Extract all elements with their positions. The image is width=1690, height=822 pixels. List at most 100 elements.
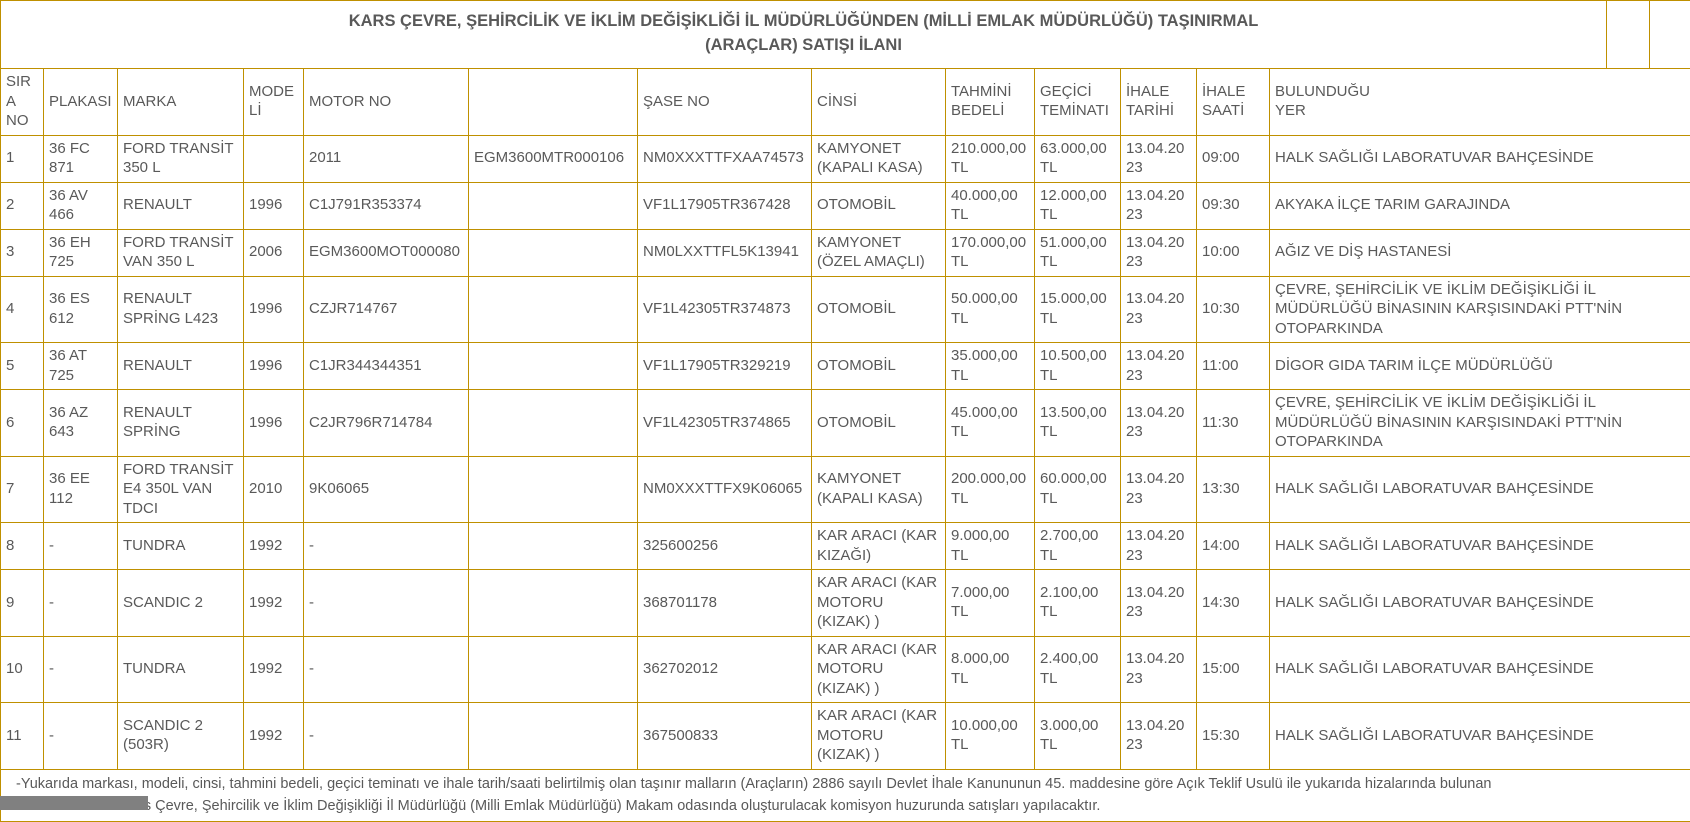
column-header-bulundugu-yer: BULUNDUĞU YER [1270, 69, 1690, 136]
cell-motor-no: C1J791R353374 [304, 182, 469, 229]
cell-marka: FORD TRANSİT E4 350L VAN TDCI [118, 456, 244, 523]
cell-gecici-teminati: 2.700,00 TL [1035, 523, 1121, 570]
column-header-marka: MARKA [118, 69, 244, 136]
cell-cinsi: OTOMOBİL [812, 276, 946, 343]
cell-motor-no: - [304, 703, 469, 770]
cell-motor-no: 9K06065 [304, 456, 469, 523]
title-row: KARS ÇEVRE, ŞEHİRCİLİK VE İKLİM DEĞİŞİKL… [1, 1, 1690, 69]
cell-ihale-tarihi: 13.04.2023 [1121, 570, 1197, 637]
cell-motor-no: EGM3600MOT000080 [304, 229, 469, 276]
cell-bulundugu-yer: ÇEVRE, ŞEHİRCİLİK VE İKLİM DEĞİŞİKLİĞİ İ… [1270, 276, 1690, 343]
cell-extra [469, 456, 638, 523]
cell-ihale-saati: 10:30 [1197, 276, 1270, 343]
cell-ihale-tarihi: 13.04.2023 [1121, 343, 1197, 390]
cell-gecici-teminati: 12.000,00 TL [1035, 182, 1121, 229]
cell-ihale-tarihi: 13.04.2023 [1121, 456, 1197, 523]
cell-modeli: 1992 [244, 570, 304, 637]
cell-sase-no: NM0LXXTTFL5K13941 [638, 229, 812, 276]
cell-cinsi: KAR ARACI (KAR KIZAĞI) [812, 523, 946, 570]
cell-sase-no: 362702012 [638, 636, 812, 703]
cell-ihale-saati: 13:30 [1197, 456, 1270, 523]
cell-modeli: 2010 [244, 456, 304, 523]
column-header-ihale-saati: İHALE SAATİ [1197, 69, 1270, 136]
cell-extra [469, 570, 638, 637]
cell-extra [469, 229, 638, 276]
cell-sira-no: 2 [1, 182, 44, 229]
cell-cinsi: KAMYONET (KAPALI KASA) [812, 135, 946, 182]
cell-gecici-teminati: 63.000,00 TL [1035, 135, 1121, 182]
cell-ihale-tarihi: 13.04.2023 [1121, 636, 1197, 703]
cell-plakasi: - [44, 523, 118, 570]
cell-motor-no: CZJR714767 [304, 276, 469, 343]
cell-bulundugu-yer: AĞIZ VE DİŞ HASTANESİ [1270, 229, 1690, 276]
cell-sase-no: VF1L42305TR374865 [638, 390, 812, 457]
table-row: 6 36 AZ 643 RENAULT SPRİNG 1996 C2JR796R… [1, 390, 1690, 457]
cell-bulundugu-yer: AKYAKA İLÇE TARIM GARAJINDA [1270, 182, 1690, 229]
cell-bulundugu-yer: HALK SAĞLIĞI LABORATUVAR BAHÇESİNDE [1270, 135, 1690, 182]
cell-plakasi: - [44, 570, 118, 637]
cell-ihale-tarihi: 13.04.2023 [1121, 703, 1197, 770]
cell-modeli: 2006 [244, 229, 304, 276]
cell-plakasi: 36 AV 466 [44, 182, 118, 229]
column-header-tahmini-bedeli-l1: TAHMİNİ [951, 83, 1012, 100]
title-spacer-cell-2 [1650, 1, 1690, 69]
cell-modeli: 1992 [244, 523, 304, 570]
cell-gecici-teminati: 15.000,00 TL [1035, 276, 1121, 343]
cell-modeli: 1992 [244, 703, 304, 770]
cell-bulundugu-yer: ÇEVRE, ŞEHİRCİLİK VE İKLİM DEĞİŞİKLİĞİ İ… [1270, 390, 1690, 457]
cell-tahmini-bedeli: 8.000,00 TL [946, 636, 1035, 703]
table-header-row: SIRA NO PLAKASI MARKA MODELİ MOTOR NO ŞA… [1, 69, 1690, 136]
cell-motor-no: - [304, 636, 469, 703]
cell-ihale-saati: 09:00 [1197, 135, 1270, 182]
title-spacer-cell-1 [1607, 1, 1650, 69]
cell-ihale-saati: 10:00 [1197, 229, 1270, 276]
cell-marka: RENAULT SPRİNG [118, 390, 244, 457]
cell-motor-no: - [304, 570, 469, 637]
cell-marka: SCANDIC 2 (503R) [118, 703, 244, 770]
table-row: 5 36 AT 725 RENAULT 1996 C1JR344344351 V… [1, 343, 1690, 390]
column-header-motor-no: MOTOR NO [304, 69, 469, 136]
cell-ihale-tarihi: 13.04.2023 [1121, 182, 1197, 229]
column-header-ihale-saati-l1: İHALE [1202, 83, 1245, 100]
cell-plakasi: - [44, 703, 118, 770]
cell-marka: FORD TRANSİT VAN 350 L [118, 229, 244, 276]
cell-tahmini-bedeli: 210.000,00 TL [946, 135, 1035, 182]
column-header-plakasi: PLAKASI [44, 69, 118, 136]
cell-tahmini-bedeli: 170.000,00 TL [946, 229, 1035, 276]
cell-tahmini-bedeli: 35.000,00 TL [946, 343, 1035, 390]
column-header-gecici-teminati: GEÇİCİ TEMİNATI [1035, 69, 1121, 136]
table-row: 8 - TUNDRA 1992 - 325600256 KAR ARACI (K… [1, 523, 1690, 570]
column-header-modeli: MODELİ [244, 69, 304, 136]
cell-modeli: 1996 [244, 182, 304, 229]
page-title: KARS ÇEVRE, ŞEHİRCİLİK VE İKLİM DEĞİŞİKL… [1, 1, 1607, 69]
cell-ihale-tarihi: 13.04.2023 [1121, 135, 1197, 182]
cell-modeli: 1996 [244, 390, 304, 457]
cell-sira-no: 4 [1, 276, 44, 343]
cell-tahmini-bedeli: 40.000,00 TL [946, 182, 1035, 229]
cell-modeli [244, 135, 304, 182]
cell-plakasi: 36 AZ 643 [44, 390, 118, 457]
cell-sira-no: 10 [1, 636, 44, 703]
footnote-line-2: tarih ve saatlerde Kars Çevre, Şehircili… [6, 795, 1685, 817]
cell-tahmini-bedeli: 7.000,00 TL [946, 570, 1035, 637]
page-title-line-2: (ARAÇLAR) SATIŞI İLANI [705, 36, 902, 54]
cell-plakasi: 36 ES 612 [44, 276, 118, 343]
column-header-cinsi: CİNSİ [812, 69, 946, 136]
cell-motor-no: 2011 [304, 135, 469, 182]
cell-marka: TUNDRA [118, 523, 244, 570]
table-row: 7 36 EE 112 FORD TRANSİT E4 350L VAN TDC… [1, 456, 1690, 523]
cell-marka: RENAULT [118, 182, 244, 229]
table-row: 11 - SCANDIC 2 (503R) 1992 - 367500833 K… [1, 703, 1690, 770]
cell-marka: RENAULT SPRİNG L423 [118, 276, 244, 343]
cell-plakasi: - [44, 636, 118, 703]
column-header-sase-no: ŞASE NO [638, 69, 812, 136]
cell-gecici-teminati: 2.100,00 TL [1035, 570, 1121, 637]
cell-ihale-tarihi: 13.04.2023 [1121, 523, 1197, 570]
cell-ihale-saati: 15:30 [1197, 703, 1270, 770]
footnote-line-1: -Yukarıda markası, modeli, cinsi, tahmin… [6, 773, 1685, 795]
cell-sase-no: 368701178 [638, 570, 812, 637]
cell-marka: TUNDRA [118, 636, 244, 703]
cell-plakasi: 36 EE 112 [44, 456, 118, 523]
cell-sase-no: 325600256 [638, 523, 812, 570]
cell-tahmini-bedeli: 9.000,00 TL [946, 523, 1035, 570]
